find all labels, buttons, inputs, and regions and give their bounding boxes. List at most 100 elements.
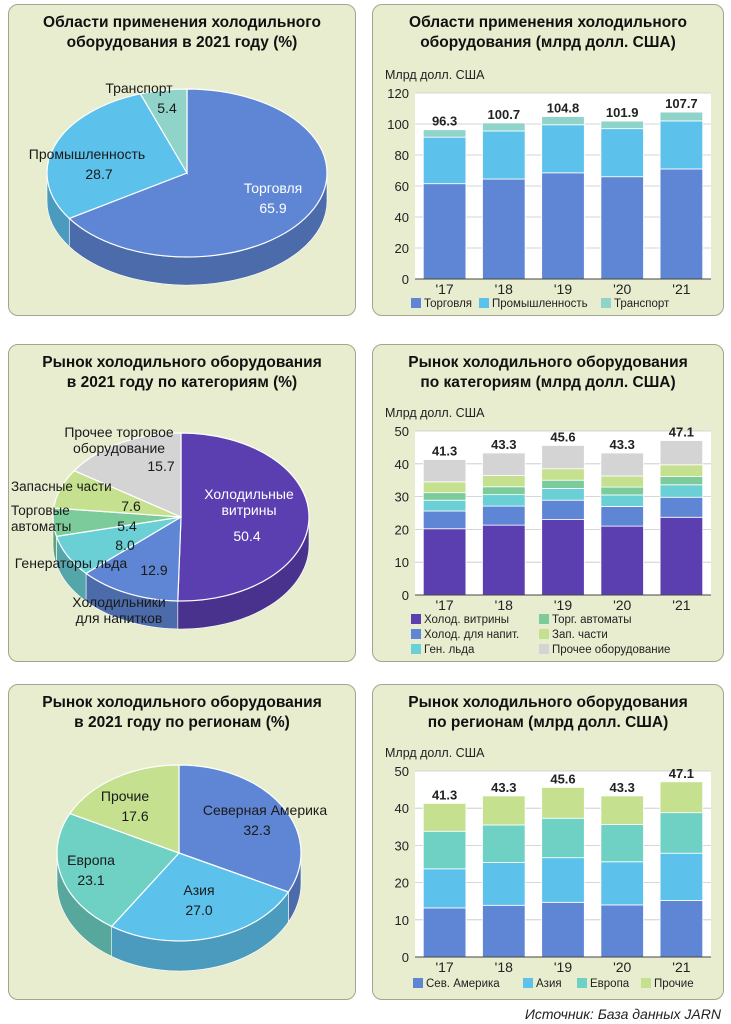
legend-label-2: Транспорт bbox=[614, 298, 670, 310]
bar-1-3 bbox=[600, 861, 644, 906]
bar-4-2 bbox=[541, 468, 585, 481]
bar-0-3 bbox=[600, 176, 644, 280]
y-axis-label: Млрд долл. США bbox=[385, 746, 485, 760]
pie-slice-2 bbox=[139, 88, 188, 176]
panel-title: Рынок холодильного оборудования в 2021 г… bbox=[42, 354, 322, 391]
y-tick-label-2: 20 bbox=[395, 876, 409, 891]
pie-slice-label-1: Холодильники для напитков bbox=[72, 594, 165, 626]
legend-swatch-3 bbox=[641, 978, 651, 988]
y-tick-label-1: 10 bbox=[395, 555, 409, 570]
legend-label-3: Торг. автоматы bbox=[552, 614, 631, 626]
panel-title: Области применения холодильного оборудов… bbox=[43, 14, 321, 51]
bar-3-4 bbox=[659, 476, 704, 486]
bar-2-2 bbox=[541, 817, 585, 859]
bar-3-0 bbox=[422, 802, 467, 832]
x-tick-label-0: '17 bbox=[435, 281, 453, 297]
y-tick-label-5: 50 bbox=[395, 764, 409, 779]
x-tick-label-0: '17 bbox=[435, 597, 453, 613]
bar-chart-applications: 0 20 40 60 80 100 120 Млрд долл. США 96.3 '17 100.… bbox=[385, 68, 711, 310]
panel-title: Рынок холодильного оборудования по регио… bbox=[408, 694, 688, 731]
bar-0-2 bbox=[541, 901, 585, 958]
legend-label-5: Прочее оборудование bbox=[552, 644, 670, 656]
pie-slice-2 bbox=[56, 812, 181, 928]
bar-panel-categories: Рынок холодильного оборудования по катег… bbox=[372, 344, 724, 662]
bar-1-4 bbox=[659, 120, 704, 170]
y-tick-label-0: 0 bbox=[402, 950, 409, 965]
pie-slice-value-4: 7.6 bbox=[121, 498, 141, 514]
y-tick-label-1: 20 bbox=[395, 241, 409, 256]
legend-swatch-1 bbox=[479, 298, 489, 308]
bar-4-4 bbox=[659, 464, 704, 477]
legend-swatch-4 bbox=[539, 629, 549, 639]
x-tick-label-4: '21 bbox=[672, 281, 690, 297]
bar-0-1 bbox=[482, 178, 526, 280]
y-tick-label-2: 40 bbox=[395, 210, 409, 225]
legend-label-0: Холод. витрины bbox=[424, 614, 509, 626]
pie-slice-3 bbox=[69, 764, 180, 854]
bar-4-3 bbox=[600, 475, 644, 488]
pie-slice-label-5: Прочее торговое оборудование bbox=[64, 424, 174, 456]
legend-swatch-2 bbox=[601, 298, 611, 308]
bar-2-3 bbox=[600, 824, 644, 863]
bar-0-2 bbox=[541, 519, 585, 596]
bar-0-0 bbox=[422, 907, 467, 958]
panel-title: Рынок холодильного оборудования в 2021 г… bbox=[42, 694, 322, 731]
bar-1-3 bbox=[600, 128, 644, 178]
bar-3-2 bbox=[541, 786, 585, 819]
x-tick-label-1: '18 bbox=[495, 597, 513, 613]
legend-swatch-3 bbox=[539, 614, 549, 624]
bar-2-0 bbox=[422, 129, 467, 138]
y-tick-label-0: 0 bbox=[402, 588, 409, 603]
bar-1-1 bbox=[482, 505, 526, 526]
pie-slice-1 bbox=[110, 852, 290, 942]
pie-slice-value-3: 5.4 bbox=[117, 518, 137, 534]
bar-0-4 bbox=[659, 516, 704, 596]
y-axis-label: Млрд долл. США bbox=[385, 406, 485, 420]
bar-total-label-4: 47.1 bbox=[669, 425, 694, 440]
x-tick-label-4: '21 bbox=[672, 959, 690, 975]
pie-slice-label-2: Транспорт bbox=[105, 80, 173, 96]
pie-slice-0 bbox=[177, 432, 310, 602]
bar-total-label-1: 100.7 bbox=[488, 107, 521, 122]
bar-1-4 bbox=[659, 496, 704, 518]
bar-2-1 bbox=[482, 122, 526, 132]
bar-2-2 bbox=[541, 487, 585, 501]
legend-label-2: Европа bbox=[590, 978, 630, 990]
pie-slice-value-0: 65.9 bbox=[259, 200, 286, 216]
bar-1-0 bbox=[422, 510, 467, 530]
bar-5-0 bbox=[422, 459, 467, 483]
legend-swatch-5 bbox=[539, 644, 549, 654]
legend-label-2: Ген. льда bbox=[424, 644, 475, 656]
bar-2-1 bbox=[482, 494, 526, 507]
bar-2-0 bbox=[422, 499, 467, 512]
pie-slice-label-3: Торговые автоматы bbox=[11, 503, 71, 534]
bar-1-3 bbox=[600, 506, 644, 527]
pie-slice-value-1: 27.0 bbox=[185, 902, 212, 918]
y-tick-label-4: 40 bbox=[395, 801, 409, 816]
source-caption: Источник: База данных JARN bbox=[524, 1006, 721, 1022]
pie-slice-label-4: Запасные части bbox=[11, 479, 112, 494]
pie-slice-value-5: 15.7 bbox=[147, 458, 174, 474]
bar-1-1 bbox=[482, 862, 526, 906]
bar-total-label-4: 107.7 bbox=[665, 96, 698, 111]
y-tick-label-5: 100 bbox=[387, 117, 409, 132]
bar-0-0 bbox=[422, 528, 467, 596]
bar-0-1 bbox=[482, 524, 526, 596]
bar-total-label-1: 43.3 bbox=[491, 780, 516, 795]
bar-5-4 bbox=[659, 440, 704, 466]
bar-panel-applications: Области применения холодильного оборудов… bbox=[372, 4, 724, 316]
pie-slice-label-0: Северная Америка bbox=[203, 802, 328, 818]
bar-total-label-0: 96.3 bbox=[432, 114, 457, 129]
pie-slice-0 bbox=[178, 764, 302, 893]
legend-label-4: Зап. части bbox=[552, 629, 608, 641]
bar-total-label-2: 104.8 bbox=[547, 101, 580, 116]
x-tick-label-3: '20 bbox=[613, 597, 631, 613]
bar-total-label-3: 43.3 bbox=[610, 780, 635, 795]
bar-total-label-0: 41.3 bbox=[432, 444, 457, 459]
bar-3-4 bbox=[659, 781, 704, 814]
pie-slice-1 bbox=[46, 93, 188, 220]
x-tick-label-2: '19 bbox=[554, 597, 572, 613]
pie-chart-applications: Торговля 65.9 Промышленность 28.7 Транспорт 5… bbox=[29, 80, 328, 286]
y-tick-label-6: 120 bbox=[387, 86, 409, 101]
bar-2-1 bbox=[482, 824, 526, 863]
